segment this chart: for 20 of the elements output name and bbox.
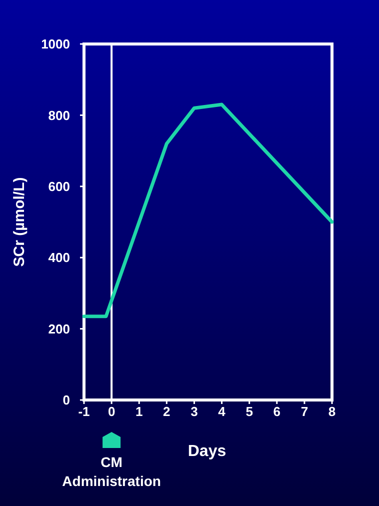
y-tick-label: 1000 xyxy=(41,36,70,52)
x-tick-label: 3 xyxy=(190,404,198,419)
x-tick-label: 5 xyxy=(246,404,253,419)
x-tick-label: 8 xyxy=(328,404,336,419)
y-tick-label: 600 xyxy=(48,178,70,194)
ref-line-label: CM Administration xyxy=(61,453,162,491)
y-tick-label: 0 xyxy=(62,392,70,408)
x-tick-label: 7 xyxy=(300,404,308,419)
y-axis-title: SCr (µmol/L) xyxy=(11,177,28,267)
y-tick-label: 800 xyxy=(48,108,70,123)
x-tick-label: -1 xyxy=(78,404,90,419)
x-tick-label: 6 xyxy=(273,404,281,419)
x-axis-title: Days xyxy=(188,443,226,460)
x-tick-label: 1 xyxy=(135,404,143,419)
x-tick-label: 2 xyxy=(163,404,170,419)
y-tick-label: 400 xyxy=(48,250,70,266)
line-series xyxy=(82,102,334,318)
x-tick-label: 0 xyxy=(108,404,116,419)
y-tick-label: 200 xyxy=(48,321,70,336)
x-tick-label: 4 xyxy=(218,404,226,419)
